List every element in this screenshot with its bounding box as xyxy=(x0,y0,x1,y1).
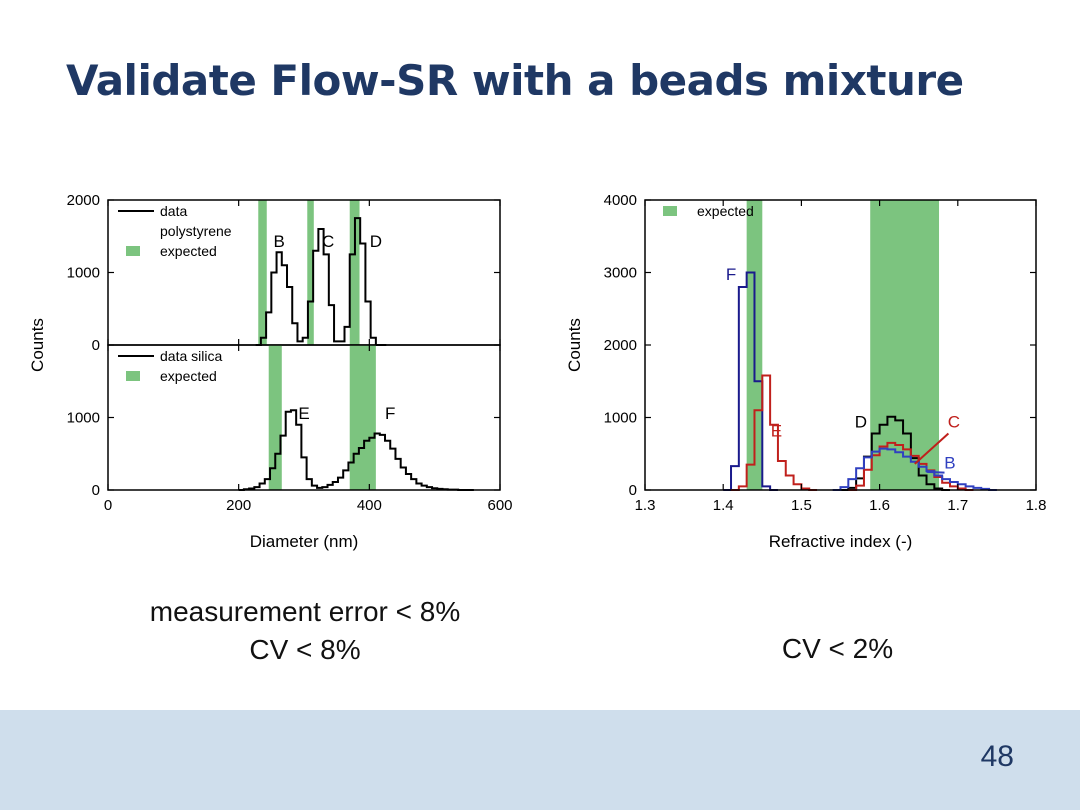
x-tick-label: 1.5 xyxy=(791,497,812,514)
chart-left-bottom: 0 1000 0 200 400 600 Diameter (nm) Counts data s… xyxy=(28,318,513,551)
y-tick-label: 3000 xyxy=(604,265,637,282)
x-tick-label: 400 xyxy=(357,497,382,514)
series-line-C xyxy=(848,441,974,491)
peak-label: C xyxy=(948,413,960,432)
page-number: 48 xyxy=(980,740,1014,773)
caption-right: CV < 2% xyxy=(700,630,975,668)
y-axis-label: Counts xyxy=(28,318,47,372)
peak-label: E xyxy=(771,421,782,440)
x-axis-label: Diameter (nm) xyxy=(250,532,359,551)
x-tick-label: 1.6 xyxy=(869,497,890,514)
series-line xyxy=(238,409,474,491)
caption-cv-right-text: CV < 2% xyxy=(781,633,894,664)
legend-label: expected xyxy=(160,243,217,259)
y-tick-label: 2000 xyxy=(67,192,100,209)
legend-label: expected xyxy=(160,368,217,384)
caption-left: measurement error < 8% CV < 8% xyxy=(90,593,520,669)
plot-frame xyxy=(644,199,1037,491)
y-tick-label: 0 xyxy=(92,482,100,499)
y-tick-label: 4000 xyxy=(604,192,637,209)
expected-band xyxy=(349,345,376,490)
y-tick-label: 1000 xyxy=(67,265,100,282)
legend-label: expected xyxy=(697,203,754,219)
x-axis-label: Refractive index (-) xyxy=(769,532,913,551)
slide-title: Validate Flow-SR with a beads mixture xyxy=(66,56,964,105)
y-tick-label: 0 xyxy=(629,482,637,499)
chart-right: 0 1000 2000 3000 4000 1.3 1.4 1.5 1.6 1.7 1.8 Refra… xyxy=(565,192,1046,551)
plot-frame xyxy=(107,199,501,346)
series-line-F xyxy=(723,271,778,491)
peak-label: E xyxy=(298,404,309,423)
caption-cv-left-text: CV < 8% xyxy=(249,634,361,665)
y-tick-label: 0 xyxy=(92,337,100,354)
peak-label: D xyxy=(855,413,867,432)
y-tick-label: 2000 xyxy=(604,337,637,354)
legend-label: data silica xyxy=(160,348,222,364)
leader-line-B xyxy=(926,470,945,474)
peak-label: C xyxy=(322,232,334,251)
expected-band xyxy=(307,200,314,345)
series-line xyxy=(255,217,387,346)
expected-band xyxy=(349,200,360,345)
chart-left-top: 0 1000 2000 data polystyrene expected B C D xyxy=(67,192,501,354)
series-line-B xyxy=(832,447,997,491)
expected-band xyxy=(258,200,267,345)
series-line-D xyxy=(840,415,950,491)
peak-label: F xyxy=(385,404,395,423)
footer-bar: 48 xyxy=(0,710,1080,810)
legend-expected-swatch xyxy=(126,246,140,256)
peak-label: B xyxy=(274,232,285,251)
peak-label: B xyxy=(944,453,955,472)
legend-label: polystyrene xyxy=(160,223,232,239)
x-tick-label: 200 xyxy=(226,497,251,514)
peak-label: F xyxy=(726,265,736,284)
caption-error-text: measurement error < 8% xyxy=(149,596,461,627)
x-tick-label: 1.8 xyxy=(1026,497,1047,514)
x-tick-label: 1.4 xyxy=(713,497,734,514)
legend-expected-swatch xyxy=(126,371,140,381)
y-tick-label: 1000 xyxy=(604,410,637,427)
y-axis-label: Counts xyxy=(565,318,584,372)
x-tick-label: 1.3 xyxy=(635,497,656,514)
x-tick-label: 1.7 xyxy=(947,497,968,514)
legend-expected-swatch xyxy=(663,206,677,216)
x-tick-label: 0 xyxy=(104,497,112,514)
leader-line-C xyxy=(914,432,950,465)
peak-label: D xyxy=(370,232,382,251)
legend-label: data xyxy=(160,203,187,219)
expected-band xyxy=(870,200,940,490)
y-tick-label: 1000 xyxy=(67,410,100,427)
x-tick-label: 600 xyxy=(487,497,512,514)
